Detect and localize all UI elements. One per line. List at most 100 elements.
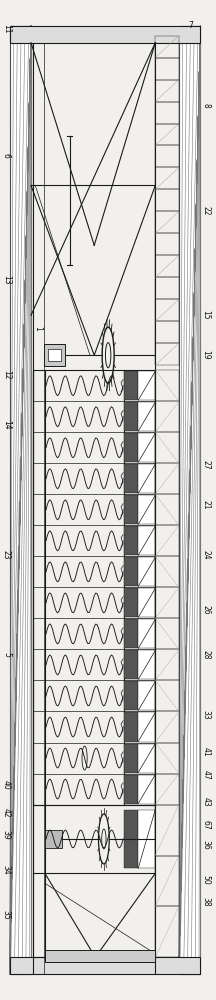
Bar [155,432,179,463]
Bar [155,321,179,343]
Text: 41: 41 [201,747,210,756]
Text: 47: 47 [201,770,210,779]
Bar [124,810,138,868]
Bar [155,906,179,957]
Text: 33: 33 [201,710,210,720]
Bar [155,587,179,618]
Bar [124,526,138,555]
Text: 12: 12 [2,370,11,380]
Bar [179,26,200,974]
Bar [124,775,138,804]
Text: 21: 21 [201,500,210,510]
Bar [138,526,155,555]
Bar [138,588,155,617]
Text: 23: 23 [2,550,11,560]
Bar [155,211,179,233]
Text: 8: 8 [201,103,210,108]
Bar [138,619,155,648]
Bar [138,557,155,586]
Bar [124,650,138,679]
Bar [155,145,179,167]
Text: 22: 22 [201,206,210,215]
Bar [138,433,155,462]
Bar [155,743,179,774]
Bar [124,402,138,431]
Bar [124,681,138,710]
Bar [138,464,155,493]
Text: 6: 6 [2,153,11,158]
Text: 15: 15 [201,310,210,320]
Text: 7: 7 [188,21,193,30]
Bar [124,588,138,617]
Text: 13: 13 [2,275,11,285]
Bar [155,711,179,743]
Text: 36: 36 [201,840,210,849]
Bar [138,810,155,868]
Bar [124,495,138,524]
Bar [138,402,155,431]
Text: 24: 24 [201,550,210,560]
Bar [155,277,179,299]
Text: 50: 50 [201,875,210,884]
Text: 34: 34 [2,865,11,874]
Bar [155,805,179,856]
Text: 11: 11 [2,24,11,33]
Bar [138,650,155,679]
Bar [155,233,179,255]
Bar [155,255,179,277]
Text: 19: 19 [201,350,210,360]
Bar [10,26,200,43]
Text: 27: 27 [201,460,210,470]
Bar [155,370,179,401]
Bar [155,58,179,80]
Bar [155,774,179,805]
Bar [155,618,179,649]
Text: 28: 28 [201,650,210,660]
Bar [155,494,179,525]
Bar [155,80,179,102]
Text: 38: 38 [201,897,210,906]
Text: 14: 14 [2,420,11,430]
Text: 39: 39 [2,830,11,839]
Bar [124,464,138,493]
Bar [124,712,138,742]
Bar [155,343,179,365]
Bar [155,167,179,189]
Bar [155,856,179,906]
Bar [155,401,179,432]
Bar [45,830,62,848]
Bar [155,299,179,321]
Bar [138,775,155,804]
Bar [155,556,179,587]
Bar [155,649,179,680]
Text: 26: 26 [201,605,210,615]
Bar [45,950,155,962]
Bar [138,681,155,710]
Bar [124,557,138,586]
Bar [124,619,138,648]
Bar [155,189,179,211]
Bar [138,744,155,773]
Text: 5: 5 [2,652,11,657]
Bar [155,525,179,556]
Bar [33,370,155,805]
Bar [155,102,179,124]
Text: 43: 43 [201,797,210,806]
Text: 40: 40 [2,780,11,789]
Bar [48,349,61,361]
Text: 1: 1 [33,326,42,331]
Bar [155,463,179,494]
Bar [124,371,138,400]
Bar [124,744,138,773]
Bar [138,495,155,524]
Bar [10,26,31,974]
Bar [10,957,200,974]
Bar [155,36,179,58]
Text: 42: 42 [2,808,11,817]
Text: 35: 35 [2,910,11,919]
Text: 67: 67 [201,820,210,829]
Bar [138,712,155,742]
Bar [44,344,65,366]
Bar [124,433,138,462]
Bar [155,124,179,145]
